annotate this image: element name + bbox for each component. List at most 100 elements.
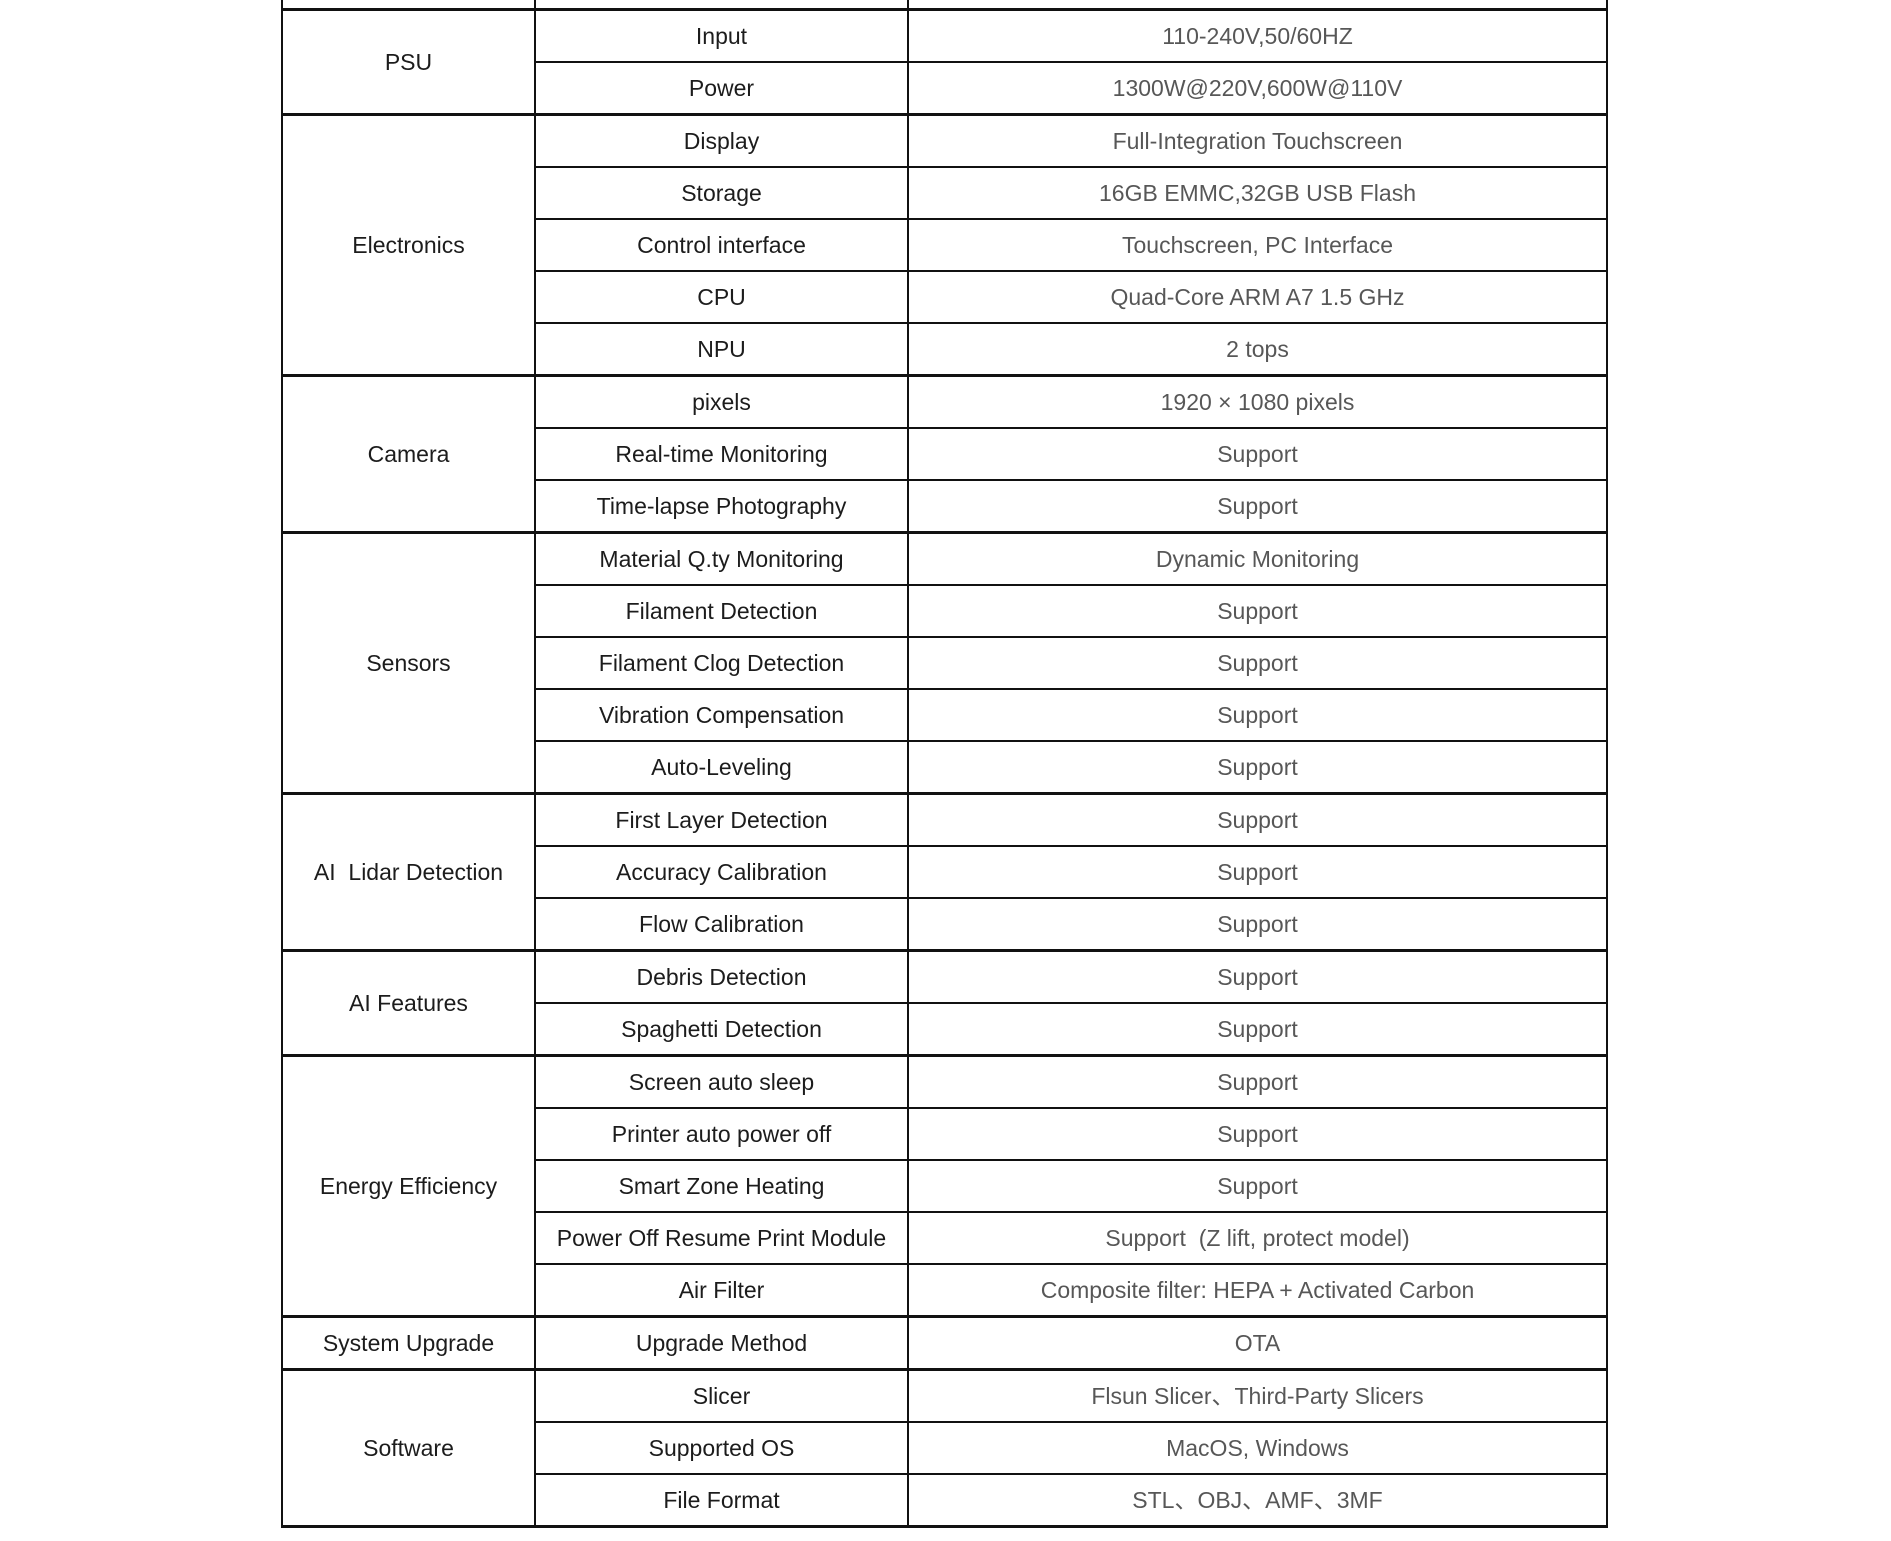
category-cell-camera: Camera: [281, 374, 536, 534]
spec-row: Storage 16GB EMMC,32GB USB Flash: [282, 166, 1608, 220]
category-cell-electronics: Electronics: [281, 113, 536, 377]
spec-label-cell: Smart Zone Heating: [534, 1159, 909, 1213]
spec-row: Supported OS MacOS, Windows: [282, 1421, 1608, 1475]
spec-row: AI Features Debris Detection Support: [281, 949, 1608, 1057]
spec-table-body: PSU Input 110-240V,50/60HZ Power 1300W@220V,…: [281, 0, 1608, 1528]
spec-value-cell: Support: [907, 1002, 1608, 1057]
spec-label-cell: Auto-Leveling: [534, 740, 909, 795]
spec-row: Power Off Resume Print Module Support (Z …: [282, 1211, 1608, 1265]
cropped-top-row: [281, 0, 1608, 11]
spec-label-cell: CPU: [534, 270, 909, 324]
spec-value-cell: Touchscreen, PC Interface: [907, 218, 1608, 272]
spec-row: Spaghetti Detection Support: [282, 1002, 1608, 1057]
spec-row: Air Filter Composite filter: HEPA + Activ…: [282, 1263, 1608, 1318]
spec-label-cell: Slicer: [534, 1368, 909, 1423]
spec-row: NPU 2 tops: [282, 322, 1608, 377]
spec-row: CPU Quad-Core ARM A7 1.5 GHz: [282, 270, 1608, 324]
spec-value-cell: Support: [907, 740, 1608, 795]
spec-label-cell: Power: [534, 61, 909, 116]
spec-value-cell: Support: [907, 688, 1608, 742]
category-cell-energy-efficiency: Energy Efficiency: [281, 1054, 536, 1318]
spec-label-cell: Time-lapse Photography: [534, 479, 909, 534]
spec-row: Time-lapse Photography Support: [282, 479, 1608, 534]
spec-row: Control interface Touchscreen, PC Interfa…: [282, 218, 1608, 272]
spec-value-cell: Support: [907, 1054, 1608, 1109]
spec-row: Electronics Display Full-Integration Touch…: [281, 113, 1608, 377]
spec-value-cell: Support: [907, 427, 1608, 481]
cropped-top-cell: [534, 0, 909, 11]
spec-label-cell: Filament Clog Detection: [534, 636, 909, 690]
spec-row: Smart Zone Heating Support: [282, 1159, 1608, 1213]
spec-label-cell: Material Q.ty Monitoring: [534, 531, 909, 586]
spec-label-cell: Display: [534, 113, 909, 168]
spec-row: Camera pixels 1920 × 1080 pixels: [281, 374, 1608, 534]
spec-value-cell: MacOS, Windows: [907, 1421, 1608, 1475]
spec-value-cell: Support (Z lift, protect model): [907, 1211, 1608, 1265]
spec-label-cell: Control interface: [534, 218, 909, 272]
spec-row: File Format STL、OBJ、AMF、3MF: [282, 1473, 1608, 1528]
spec-value-cell: 2 tops: [907, 322, 1608, 377]
spec-row: Filament Clog Detection Support: [282, 636, 1608, 690]
spec-label-cell: pixels: [534, 374, 909, 429]
spec-value-cell: STL、OBJ、AMF、3MF: [907, 1473, 1608, 1528]
spec-value-cell: OTA: [907, 1315, 1608, 1371]
spec-row: Filament Detection Support: [282, 584, 1608, 638]
spec-value-cell: Support: [907, 479, 1608, 534]
spec-value-cell: 1920 × 1080 pixels: [907, 374, 1608, 429]
spec-row: Energy Efficiency Screen auto sleep Suppor…: [281, 1054, 1608, 1318]
spec-label-cell: Input: [534, 8, 909, 63]
spec-value-cell: Composite filter: HEPA + Activated Carbo…: [907, 1263, 1608, 1318]
category-cell-psu: PSU: [281, 8, 536, 116]
spec-label-cell: Upgrade Method: [534, 1315, 909, 1371]
spec-value-cell: Dynamic Monitoring: [907, 531, 1608, 586]
category-cell-sensors: Sensors: [281, 531, 536, 795]
spec-value-cell: Support: [907, 584, 1608, 638]
spec-label-cell: NPU: [534, 322, 909, 377]
spec-value-cell: Quad-Core ARM A7 1.5 GHz: [907, 270, 1608, 324]
spec-label-cell: Screen auto sleep: [534, 1054, 909, 1109]
spec-value-cell: 110-240V,50/60HZ: [907, 8, 1608, 63]
spec-row: System Upgrade Upgrade Method OTA: [281, 1315, 1608, 1371]
cropped-top-cell: [907, 0, 1608, 11]
spec-row: Sensors Material Q.ty Monitoring Dynamic M…: [281, 531, 1608, 795]
spec-label-cell: Debris Detection: [534, 949, 909, 1004]
spec-row: Printer auto power off Support: [282, 1107, 1608, 1161]
spec-value-cell: Support: [907, 897, 1608, 952]
spec-row: Accuracy Calibration Support: [282, 845, 1608, 899]
spec-value-cell: 16GB EMMC,32GB USB Flash: [907, 166, 1608, 220]
spec-row: Software Slicer Flsun Slicer、Third-Party S…: [281, 1368, 1608, 1528]
spec-value-cell: Flsun Slicer、Third-Party Slicers: [907, 1368, 1608, 1423]
spec-label-cell: Air Filter: [534, 1263, 909, 1318]
spec-row: Auto-Leveling Support: [282, 740, 1608, 795]
category-cell-software: Software: [281, 1368, 536, 1528]
spec-label-cell: Spaghetti Detection: [534, 1002, 909, 1057]
spec-label-cell: Storage: [534, 166, 909, 220]
spec-label-cell: Flow Calibration: [534, 897, 909, 952]
category-cell-system-upgrade: System Upgrade: [281, 1315, 536, 1371]
spec-value-cell: Full-Integration Touchscreen: [907, 113, 1608, 168]
spec-table: PSU Input 110-240V,50/60HZ Power 1300W@220V,…: [281, 0, 1608, 1528]
spec-value-cell: Support: [907, 636, 1608, 690]
spec-label-cell: Vibration Compensation: [534, 688, 909, 742]
cropped-top-cell: [281, 0, 536, 11]
category-cell-ai-lidar-detection: AI Lidar Detection: [281, 792, 536, 952]
spec-row: AI Lidar Detection First Layer Detection S…: [281, 792, 1608, 952]
spec-label-cell: File Format: [534, 1473, 909, 1528]
spec-value-cell: Support: [907, 1159, 1608, 1213]
spec-label-cell: Filament Detection: [534, 584, 909, 638]
spec-row: Flow Calibration Support: [282, 897, 1608, 952]
spec-value-cell: Support: [907, 792, 1608, 847]
spec-label-cell: Supported OS: [534, 1421, 909, 1475]
category-cell-ai-features: AI Features: [281, 949, 536, 1057]
spec-row: Real-time Monitoring Support: [282, 427, 1608, 481]
spec-label-cell: Power Off Resume Print Module: [534, 1211, 909, 1265]
spec-row: Vibration Compensation Support: [282, 688, 1608, 742]
spec-label-cell: First Layer Detection: [534, 792, 909, 847]
spec-label-cell: Real-time Monitoring: [534, 427, 909, 481]
spec-row: PSU Input 110-240V,50/60HZ: [281, 8, 1608, 116]
spec-value-cell: 1300W@220V,600W@110V: [907, 61, 1608, 116]
spec-label-cell: Accuracy Calibration: [534, 845, 909, 899]
spec-label-cell: Printer auto power off: [534, 1107, 909, 1161]
spec-value-cell: Support: [907, 845, 1608, 899]
spec-row: Power 1300W@220V,600W@110V: [282, 61, 1608, 116]
